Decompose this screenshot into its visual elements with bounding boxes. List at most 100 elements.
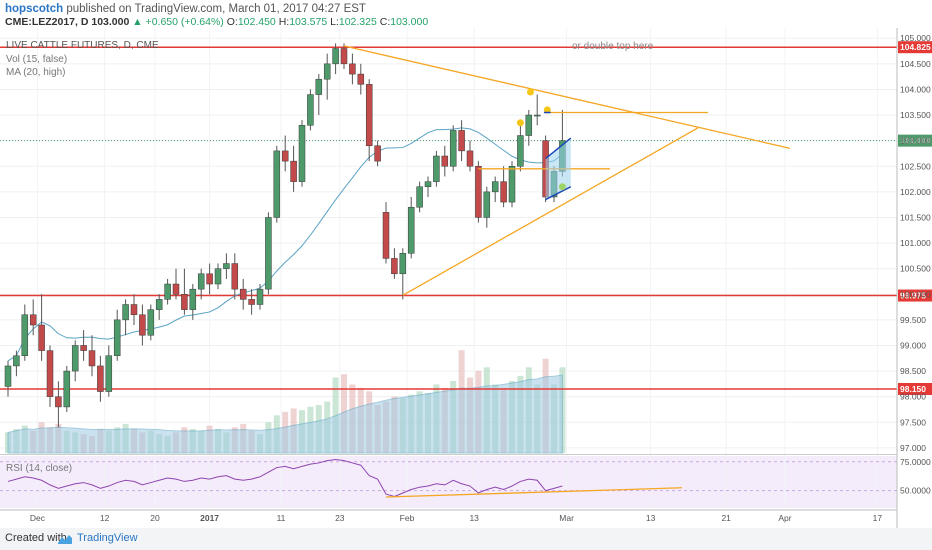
created-with-text: Created with <box>5 532 67 544</box>
symbol[interactable]: CME:LEZ2017, D <box>5 16 89 28</box>
time-axis[interactable]: Dec 12 20 2017 11 23 Feb 13 Mar 13 21 Apr 17 <box>0 509 897 523</box>
price-chart[interactable]: 104.825 99.975 98.150 103.000 75.0000 50.000… <box>0 28 932 528</box>
marker-dot[interactable] <box>543 106 551 114</box>
level-price-label: 98.150 <box>900 384 926 394</box>
volume-legend[interactable]: Vol (15, false) <box>6 54 67 65</box>
published-text: published on TradingView.com, March 01, … <box>66 3 366 15</box>
candle-body <box>29 314 37 326</box>
price-tick-label: 102.000 <box>900 187 931 197</box>
time-tick-label: 12 <box>100 513 110 523</box>
marker-dot[interactable] <box>558 183 566 191</box>
time-tick-label: 17 <box>873 513 883 523</box>
candle-body <box>349 63 356 75</box>
candle-body <box>231 263 239 290</box>
rsi-tick-label: 75.0000 <box>900 457 931 467</box>
upper-trendline[interactable] <box>343 45 791 149</box>
price-tick-label: 105.000 <box>900 33 931 43</box>
author-name[interactable]: hopscotch <box>5 3 64 15</box>
ma-legend[interactable]: MA (20, high) <box>6 67 65 78</box>
candle-body <box>382 212 390 259</box>
candle-body <box>466 150 474 167</box>
candle-body <box>374 145 381 162</box>
marker-dot[interactable] <box>526 88 534 96</box>
time-tick-label: Dec <box>30 513 46 523</box>
price-tick-label: 100.000 <box>900 289 931 299</box>
candle-body <box>458 130 465 152</box>
time-tick-label: 20 <box>150 513 160 523</box>
candle-body <box>340 48 348 65</box>
candle-body <box>97 365 104 392</box>
time-tick-label: Apr <box>778 513 791 523</box>
candles <box>4 43 566 428</box>
moving-average <box>7 127 563 362</box>
time-tick-label: 13 <box>469 513 479 523</box>
candle-body <box>433 155 440 182</box>
flag-upper[interactable] <box>545 137 572 160</box>
annotation-text[interactable]: or double top here <box>572 41 654 52</box>
candle-body <box>71 345 79 372</box>
change-text: ▲ +0.650 (+0.64%) <box>132 16 224 28</box>
candle-body <box>533 114 541 117</box>
price-tick-label: 104.000 <box>900 84 931 94</box>
volume-bars <box>5 350 566 454</box>
candle-body <box>139 314 146 336</box>
lower-trendline[interactable] <box>402 127 699 296</box>
candle-body <box>248 299 255 305</box>
level-price-tag <box>898 382 932 395</box>
candle-body <box>525 114 533 136</box>
candle-body <box>281 150 289 162</box>
price-tick-label: 97.500 <box>900 417 926 427</box>
rsi-plot: 75.0000 50.0000 <box>0 454 931 498</box>
candle-body <box>357 73 365 85</box>
candle-body <box>424 181 432 187</box>
chart-title: LIVE CATTLE FUTURES, D, CME <box>6 40 159 51</box>
candle-body <box>130 304 138 315</box>
rsi-legend[interactable]: RSI (14, close) <box>6 463 72 474</box>
candle-body <box>189 288 197 310</box>
rsi-tick-label: 50.0000 <box>900 486 931 496</box>
level-price-tag <box>898 41 932 54</box>
main-pane-bg <box>0 28 897 453</box>
price-tick-label: 100.500 <box>900 264 931 274</box>
rsi-trendline[interactable] <box>385 487 683 498</box>
price-tick-label: 102.500 <box>900 161 931 171</box>
grid <box>0 28 897 508</box>
candle-body <box>483 191 491 218</box>
last-price: 103.000 <box>91 16 130 28</box>
marker-dot[interactable] <box>516 119 524 127</box>
candle-body <box>323 63 331 80</box>
candle-body <box>21 314 29 356</box>
header: hopscotch published on TradingView.com, … <box>0 0 932 28</box>
tradingview-brand[interactable]: TradingView <box>77 532 138 544</box>
candle-body <box>399 253 407 275</box>
drawings[interactable] <box>343 45 791 296</box>
candle-body <box>155 299 163 310</box>
flag-lower[interactable] <box>545 186 572 201</box>
price-tick-label: 103.000 <box>900 136 931 146</box>
candle-body <box>147 309 155 336</box>
time-tick-label: 23 <box>335 513 345 523</box>
candle-body <box>475 166 482 218</box>
candle-body <box>416 186 423 208</box>
candle-body <box>265 217 272 290</box>
price-tick-label: 98.500 <box>900 366 926 376</box>
candle-body <box>290 160 297 182</box>
time-tick-label: 21 <box>721 513 731 523</box>
candle-body <box>332 48 339 65</box>
candle-body <box>46 350 54 397</box>
candle-body <box>315 78 323 95</box>
time-tick-label: Feb <box>400 513 415 523</box>
candle-body <box>273 150 281 218</box>
price-tick-label: 99.000 <box>900 340 926 350</box>
time-tick-label: 11 <box>277 513 286 523</box>
price-axis[interactable]: 105.000 104.500 104.000 103.500 103.000 102.5… <box>896 28 931 528</box>
level-price-label: 104.825 <box>900 42 931 52</box>
price-tick-label: 99.500 <box>900 315 926 325</box>
symbol-line: CME:LEZ2017, D 103.000 ▲ +0.650 (+0.64%)… <box>5 16 428 28</box>
price-tick-label: 104.500 <box>900 59 931 69</box>
ohlc-values: O:102.450 H:103.575 L:102.325 C:103.000 <box>226 16 429 28</box>
candle-body <box>164 283 171 300</box>
publish-line: hopscotch published on TradingView.com, … <box>5 3 366 15</box>
horizontal-levels[interactable]: 104.825 99.975 98.150 103.000 <box>0 41 932 395</box>
